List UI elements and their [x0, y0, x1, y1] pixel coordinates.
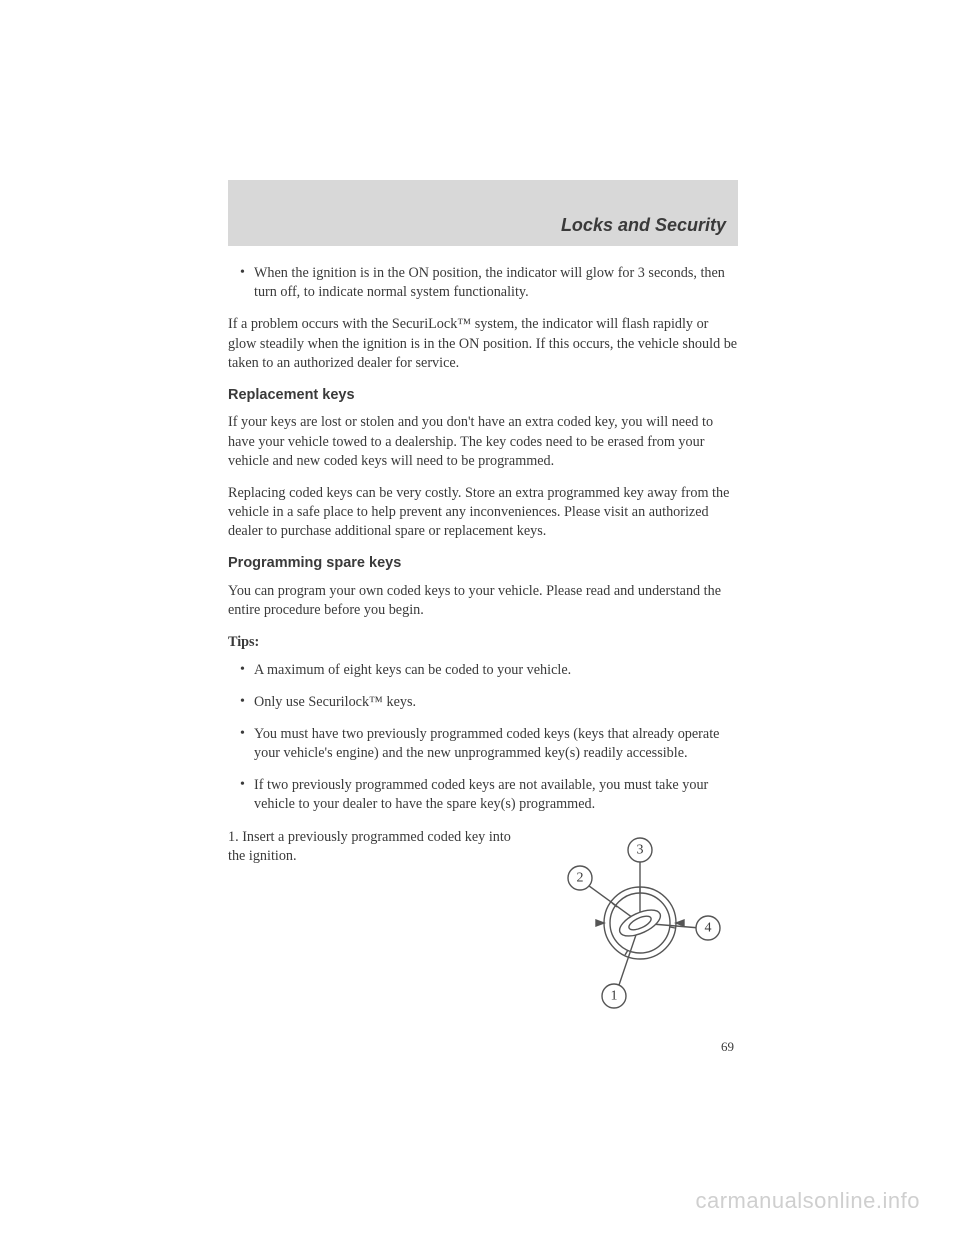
paragraph: Replacing coded keys can be very costly.… [228, 484, 740, 542]
list-item: When the ignition is in the ON position,… [242, 264, 740, 302]
diagram-label-4: 4 [705, 920, 712, 935]
list-item: You must have two previously programmed … [242, 725, 740, 763]
diagram-label-1: 1 [611, 988, 618, 1003]
step-with-diagram: 1. Insert a previously programmed coded … [228, 828, 740, 1018]
subsection-heading: Replacement keys [228, 386, 740, 406]
tips-list: A maximum of eight keys can be coded to … [228, 661, 740, 815]
watermark: carmanualsonline.info [695, 1188, 920, 1214]
ignition-diagram: 3 2 4 1 [540, 828, 740, 1018]
step-text: 1. Insert a previously programmed coded … [228, 828, 520, 866]
paragraph: If your keys are lost or stolen and you … [228, 413, 740, 471]
tips-heading: Tips: [228, 633, 740, 652]
section-header: Locks and Security [228, 180, 738, 246]
section-title: Locks and Security [561, 215, 726, 236]
diagram-label-3: 3 [637, 842, 644, 857]
body-content: When the ignition is in the ON position,… [228, 264, 740, 1055]
diagram-label-2: 2 [577, 870, 584, 885]
subsection-heading: Programming spare keys [228, 554, 740, 574]
top-bullet-list: When the ignition is in the ON position,… [228, 264, 740, 302]
paragraph: You can program your own coded keys to y… [228, 582, 740, 620]
paragraph: If a problem occurs with the SecuriLock™… [228, 315, 740, 373]
list-item: Only use Securilock™ keys. [242, 693, 740, 712]
list-item: If two previously programmed coded keys … [242, 776, 740, 814]
page-number: 69 [228, 1038, 740, 1056]
list-item: A maximum of eight keys can be coded to … [242, 661, 740, 680]
